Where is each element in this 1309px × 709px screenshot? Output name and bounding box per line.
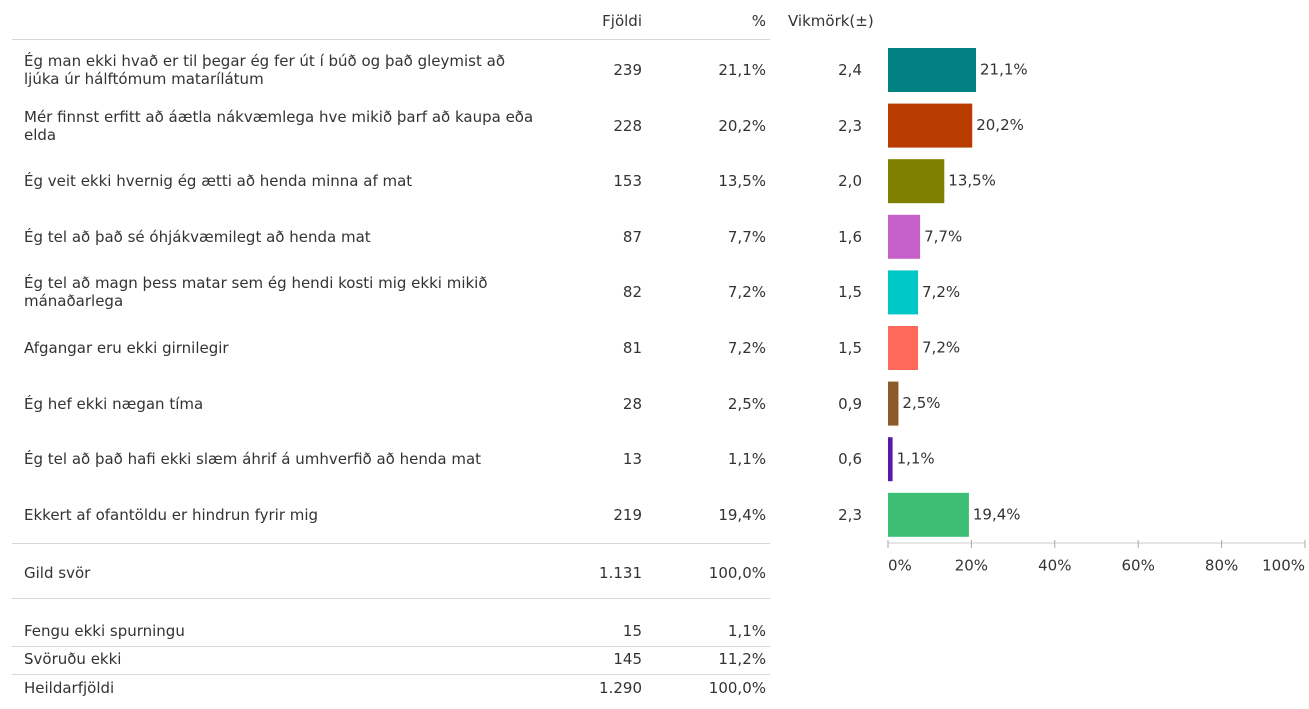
percent: 19,4% bbox=[718, 505, 766, 524]
bar-label: 7,7% bbox=[924, 227, 962, 245]
margin: 1,6 bbox=[838, 227, 862, 246]
row-label: Ég tel að það sé óhjákvæmilegt að henda … bbox=[24, 227, 371, 246]
x-tick-label: 40% bbox=[1038, 557, 1071, 575]
separator bbox=[12, 543, 770, 544]
header: Fjöldi bbox=[602, 12, 642, 30]
count: 228 bbox=[613, 116, 642, 135]
percent: 7,2% bbox=[727, 283, 766, 302]
count: 82 bbox=[622, 283, 642, 302]
percent: 1,1% bbox=[727, 622, 766, 640]
bar bbox=[888, 103, 973, 148]
bar bbox=[888, 159, 945, 204]
count: 239 bbox=[613, 61, 642, 79]
margin: 2,3 bbox=[838, 505, 862, 524]
percent: 7,7% bbox=[727, 227, 766, 246]
row-label: Mér finnst erfitt að áætla nákvæmlega hv… bbox=[24, 107, 534, 144]
bar-label: 13,5% bbox=[948, 172, 996, 190]
percent: 100,0% bbox=[708, 564, 766, 582]
row-label: Afgangar eru ekki girnilegir bbox=[24, 339, 229, 357]
bar bbox=[888, 270, 919, 315]
margin: 2,4 bbox=[838, 61, 862, 79]
separator bbox=[12, 39, 770, 40]
percent: 2,5% bbox=[727, 394, 766, 413]
bar bbox=[888, 381, 899, 426]
row-label: Ég hef ekki nægan tíma bbox=[24, 394, 204, 413]
row-label: Heildarfjöldi bbox=[24, 679, 115, 697]
x-tick-label: 100% bbox=[1262, 557, 1305, 575]
percent: 21,1% bbox=[718, 61, 766, 79]
bar bbox=[888, 326, 919, 370]
percent: 100,0% bbox=[708, 679, 766, 697]
row-label: Ég man ekki hvað er til þegar ég fer út … bbox=[24, 52, 506, 88]
count: 1.290 bbox=[599, 679, 642, 697]
separator bbox=[12, 646, 770, 647]
bar bbox=[888, 214, 921, 259]
row-label: Svöruðu ekki bbox=[24, 650, 122, 668]
margin: 1,5 bbox=[838, 339, 862, 357]
separator bbox=[12, 598, 770, 599]
bar bbox=[888, 492, 969, 537]
margin: 1,5 bbox=[838, 283, 862, 302]
margin: 2,0 bbox=[838, 172, 862, 191]
row-label: Gild svör bbox=[24, 564, 91, 582]
count: 13 bbox=[622, 450, 642, 469]
count: 15 bbox=[622, 622, 642, 640]
margin: 0,9 bbox=[838, 394, 862, 413]
count: 153 bbox=[613, 172, 642, 191]
bar bbox=[888, 48, 976, 92]
percent: 20,2% bbox=[718, 116, 766, 135]
x-tick-label: 0% bbox=[888, 557, 912, 575]
row-label: Ég tel að magn þess matar sem ég hendi k… bbox=[24, 274, 488, 311]
header: Vikmörk(±) bbox=[788, 12, 874, 30]
margin: 2,3 bbox=[838, 116, 862, 135]
percent: 13,5% bbox=[718, 172, 766, 191]
x-tick-label: 60% bbox=[1122, 557, 1155, 575]
percent: 1,1% bbox=[727, 450, 766, 469]
count: 81 bbox=[622, 339, 642, 357]
margin: 0,6 bbox=[838, 450, 862, 469]
count: 28 bbox=[622, 394, 642, 413]
bar-label: 21,1% bbox=[980, 61, 1028, 79]
bar-label: 7,2% bbox=[922, 339, 960, 357]
row-label: Ég tel að það hafi ekki slæm áhrif á umh… bbox=[24, 450, 482, 469]
percent: 7,2% bbox=[727, 339, 766, 357]
bar-label: 2,5% bbox=[902, 394, 940, 412]
bar-label: 1,1% bbox=[897, 450, 935, 468]
count: 219 bbox=[613, 505, 642, 524]
count: 1.131 bbox=[599, 564, 642, 582]
row-label: Fengu ekki spurningu bbox=[24, 622, 185, 640]
percent: 11,2% bbox=[718, 650, 766, 668]
count: 87 bbox=[622, 227, 642, 246]
header: % bbox=[751, 12, 766, 30]
bar-label: 19,4% bbox=[973, 505, 1021, 523]
bar-label: 7,2% bbox=[922, 283, 960, 301]
x-tick-label: 80% bbox=[1205, 557, 1238, 575]
separator bbox=[12, 674, 770, 675]
count: 145 bbox=[613, 650, 642, 668]
row-label: Ég veit ekki hvernig ég ætti að henda mi… bbox=[24, 172, 413, 191]
bar bbox=[888, 437, 893, 482]
row-label: Ekkert af ofantöldu er hindrun fyrir mig bbox=[24, 505, 319, 524]
x-tick-label: 20% bbox=[955, 557, 988, 575]
bar-label: 20,2% bbox=[976, 116, 1024, 134]
